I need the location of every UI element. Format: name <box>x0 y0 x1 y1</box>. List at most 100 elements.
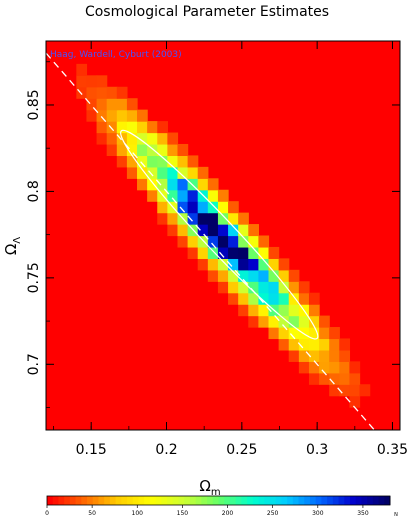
density-cell <box>167 189 179 202</box>
density-cell <box>308 361 320 374</box>
density-cell <box>248 292 259 305</box>
density-cell <box>228 212 239 225</box>
colorbar-segment <box>384 496 391 505</box>
density-cell <box>126 132 138 145</box>
density-cell <box>228 224 239 237</box>
colorbar: 0 50 100 150 200 250 300 350 <box>45 495 391 517</box>
density-cell <box>349 361 361 374</box>
density-cell <box>157 155 168 168</box>
density-cell <box>157 178 168 191</box>
density-cell <box>339 372 351 385</box>
density-cell <box>187 212 199 225</box>
colorbar-segment <box>349 496 357 505</box>
colorbar-segment <box>241 496 248 505</box>
density-cell <box>298 327 310 340</box>
density-cell <box>126 109 138 122</box>
chart-title: Cosmological Parameter Estimates <box>85 4 329 20</box>
density-cell <box>106 132 118 145</box>
density-cell <box>339 361 351 374</box>
colorbar-tick-label: 100 <box>132 510 144 517</box>
density-cell <box>319 361 330 374</box>
colorbar-tick-label: 250 <box>267 510 279 517</box>
density-cell <box>187 166 199 179</box>
colorbar-segment <box>378 496 385 505</box>
density-cell <box>217 235 229 248</box>
density-cell <box>76 86 88 99</box>
density-cell <box>86 109 98 122</box>
density-cell <box>228 258 239 271</box>
density-cell <box>126 98 138 111</box>
colorbar-segment <box>69 496 77 505</box>
density-cell <box>329 327 340 340</box>
density-cell <box>126 121 138 134</box>
colorbar-segment <box>115 496 122 505</box>
density-cell <box>147 143 158 157</box>
density-cell <box>238 212 249 225</box>
x-axis-label: Ωm <box>199 477 220 498</box>
density-cell <box>137 178 148 191</box>
density-cell <box>96 86 108 99</box>
colorbar-segment <box>212 496 219 505</box>
colorbar-segment <box>138 496 145 505</box>
density-cell <box>96 109 108 122</box>
density-cell <box>288 349 300 362</box>
density-cell <box>278 292 290 305</box>
density-cell <box>238 235 249 248</box>
colorbar-label: N <box>394 512 398 518</box>
colorbar-segment <box>309 496 317 505</box>
density-cell <box>308 327 320 340</box>
colorbar-tick-label: 0 <box>45 510 49 517</box>
density-cell <box>157 201 168 214</box>
density-cell <box>238 258 249 271</box>
x-tick-label: 0.2 <box>155 442 177 458</box>
density-cell <box>217 224 229 237</box>
density-cell <box>288 281 300 294</box>
colorbar-segment <box>92 496 99 505</box>
density-cell <box>319 327 330 340</box>
density-cell <box>106 109 118 122</box>
density-cell <box>329 338 340 351</box>
density-cell <box>228 292 239 305</box>
density-cell <box>106 86 118 99</box>
colorbar-segment <box>81 496 88 505</box>
colorbar-tick-label: 50 <box>88 510 96 517</box>
colorbar-segment <box>64 496 71 505</box>
colorbar-tick-label: 300 <box>312 510 324 517</box>
density-cell <box>207 201 219 214</box>
density-cell <box>187 189 199 202</box>
density-cell <box>217 281 229 294</box>
colorbar-segment <box>149 496 157 505</box>
density-cell <box>268 258 280 271</box>
density-cell <box>268 246 280 259</box>
colorbar-segment <box>372 496 380 505</box>
density-cell <box>268 281 280 294</box>
density-cell <box>167 224 179 237</box>
density-cell <box>126 166 138 179</box>
density-cell <box>116 155 128 168</box>
density-cell <box>177 189 189 202</box>
density-cell <box>116 98 128 111</box>
density-cell <box>217 246 229 259</box>
density-cell <box>137 109 148 122</box>
density-cell <box>268 315 280 328</box>
density-cell <box>258 281 270 294</box>
colorbar-segment <box>189 496 197 505</box>
colorbar-segment <box>184 496 191 505</box>
colorbar-segment <box>132 496 139 505</box>
colorbar-segment <box>224 496 231 505</box>
colorbar-segment <box>195 496 202 505</box>
density-cell <box>197 224 209 237</box>
colorbar-segment <box>75 496 82 505</box>
density-cell <box>76 75 88 88</box>
colorbar-segment <box>229 496 237 505</box>
density-cell <box>207 189 219 202</box>
density-cell <box>187 155 199 168</box>
y-axis-label-main: Ω <box>2 244 20 255</box>
density-cell <box>278 338 290 351</box>
x-tick-label: 0.3 <box>306 442 328 458</box>
density-cell <box>116 86 128 99</box>
density-cell <box>248 281 259 294</box>
density-cell <box>268 269 280 282</box>
density-cell <box>137 132 148 145</box>
density-cell <box>197 246 209 259</box>
